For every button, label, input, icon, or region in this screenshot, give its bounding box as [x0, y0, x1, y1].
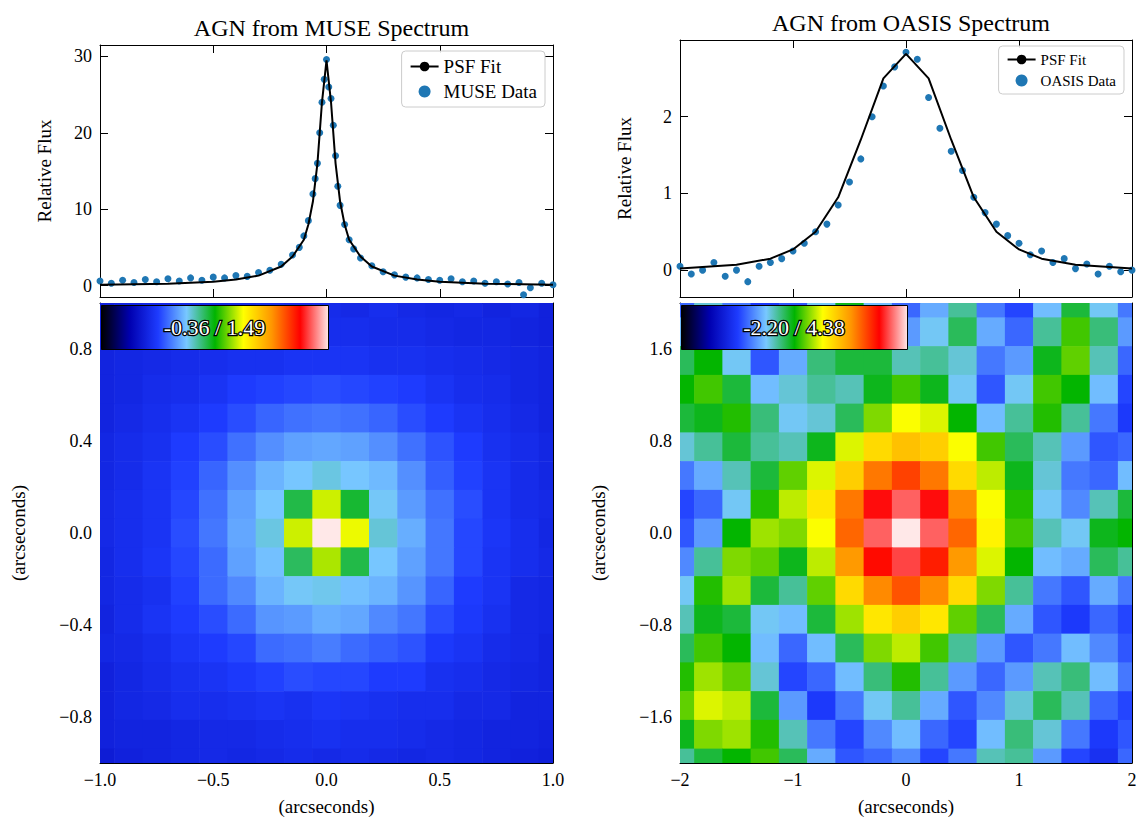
svg-text:−0.8: −0.8 — [639, 615, 672, 635]
svg-text:1: 1 — [1015, 770, 1024, 790]
svg-text:0: 0 — [902, 770, 911, 790]
svg-text:MUSE Data: MUSE Data — [444, 81, 538, 102]
svg-text:AGN from OASIS Spectrum: AGN from OASIS Spectrum — [772, 10, 1050, 36]
svg-text:AGN from MUSE Spectrum: AGN from MUSE Spectrum — [194, 15, 470, 41]
svg-text:Relative Flux: Relative Flux — [614, 117, 635, 220]
svg-text:2: 2 — [1128, 770, 1137, 790]
svg-text:2: 2 — [663, 107, 672, 127]
svg-text:0.0: 0.0 — [315, 770, 338, 790]
svg-text:0: 0 — [83, 276, 92, 296]
svg-text:−1.0: −1.0 — [84, 770, 117, 790]
svg-text:0.5: 0.5 — [429, 770, 452, 790]
svg-text:−2: −2 — [670, 770, 689, 790]
svg-text:−0.4: −0.4 — [59, 615, 92, 635]
svg-text:0.0: 0.0 — [650, 523, 673, 543]
svg-text:(arcseconds): (arcseconds) — [858, 796, 954, 818]
svg-text:−1: −1 — [783, 770, 802, 790]
svg-text:(arcseconds): (arcseconds) — [588, 485, 610, 581]
svg-text:1.0: 1.0 — [542, 770, 565, 790]
svg-text:0.8: 0.8 — [70, 339, 93, 359]
svg-text:−0.5: −0.5 — [197, 770, 230, 790]
svg-text:PSF Fit: PSF Fit — [444, 56, 502, 77]
svg-text:30: 30 — [74, 46, 92, 66]
svg-text:0.8: 0.8 — [650, 431, 673, 451]
svg-text:20: 20 — [74, 123, 92, 143]
svg-text:0.0: 0.0 — [70, 523, 93, 543]
svg-text:1.6: 1.6 — [650, 339, 673, 359]
svg-text:1: 1 — [663, 183, 672, 203]
svg-text:0: 0 — [663, 260, 672, 280]
svg-text:OASIS Data: OASIS Data — [1041, 73, 1117, 89]
svg-text:PSF Fit: PSF Fit — [1041, 52, 1087, 68]
svg-text:-0.36 / 1.49: -0.36 / 1.49 — [164, 315, 265, 340]
svg-text:-2.20 / 4.38: -2.20 / 4.38 — [743, 315, 844, 340]
svg-text:−1.6: −1.6 — [639, 707, 672, 727]
svg-text:0.4: 0.4 — [70, 431, 93, 451]
svg-text:Relative Flux: Relative Flux — [34, 119, 55, 222]
svg-text:−0.8: −0.8 — [59, 707, 92, 727]
svg-text:10: 10 — [74, 199, 92, 219]
svg-text:(arcseconds): (arcseconds) — [8, 485, 30, 581]
svg-text:(arcseconds): (arcseconds) — [278, 796, 374, 818]
